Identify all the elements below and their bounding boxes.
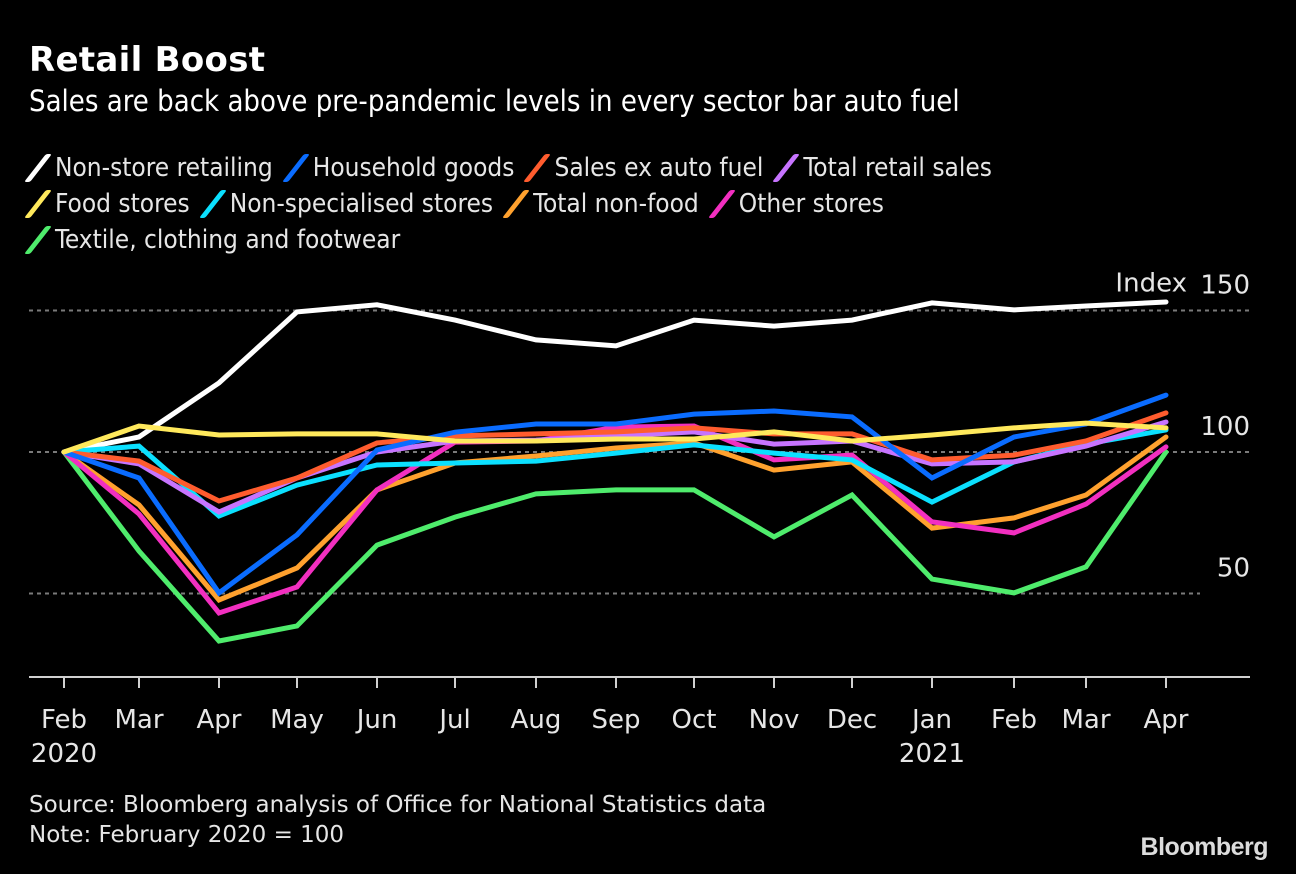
- y-axis-label: Index: [1115, 269, 1187, 299]
- legend-label: Total non-food: [533, 189, 699, 219]
- series-line: [61, 434, 1169, 604]
- series-line: [61, 420, 1169, 455]
- legend-item: Household goods: [281, 153, 515, 183]
- x-tick-label: Apr: [197, 705, 242, 735]
- x-tick-label: May: [270, 705, 324, 735]
- series-line: [61, 423, 1169, 616]
- series-line: [61, 410, 1169, 504]
- x-tick-label: Jul: [437, 705, 470, 735]
- x-tick-label: Mar: [114, 705, 163, 735]
- chart-title: Retail Boost: [29, 40, 266, 80]
- legend-row: Textile, clothing and footwear: [24, 222, 1269, 258]
- bloomberg-logo: Bloomberg: [1140, 833, 1269, 861]
- chart-subtitle: Sales are back above pre-pandemic levels…: [29, 84, 960, 118]
- x-tick-label: Dec: [827, 705, 877, 735]
- y-tick-label: 100: [1200, 412, 1250, 442]
- legend-label: Food stores: [55, 189, 190, 219]
- x-year-label: 2021: [899, 739, 965, 769]
- legend-item: Other stores: [707, 189, 884, 219]
- legend: Non-store retailing Household goods Sales …: [24, 150, 1269, 258]
- x-year-label: 2020: [31, 739, 97, 769]
- legend-item: Food stores: [24, 189, 190, 219]
- x-tick-label: Oct: [672, 705, 717, 735]
- legend-item: Textile, clothing and footwear: [24, 225, 401, 255]
- x-tick-label: Jun: [355, 705, 398, 735]
- series-line: [61, 299, 1169, 455]
- legend-label: Sales ex auto fuel: [554, 153, 764, 183]
- series-line: [61, 392, 1169, 597]
- series-line: [61, 449, 1169, 644]
- legend-item: Non-store retailing: [24, 153, 273, 183]
- y-tick-label: 150: [1200, 271, 1250, 301]
- x-tick-label: Apr: [1144, 705, 1189, 735]
- x-tick-label: Sep: [591, 705, 640, 735]
- x-tick-label: Nov: [749, 705, 800, 735]
- legend-item: Total retail sales: [772, 153, 992, 183]
- legend-label: Other stores: [738, 189, 884, 219]
- x-tick-label: Jan: [910, 705, 952, 735]
- x-tick-label: Aug: [511, 705, 562, 735]
- x-tick-label: Mar: [1061, 705, 1110, 735]
- legend-label: Household goods: [312, 153, 515, 183]
- series-line: [61, 427, 1169, 519]
- legend-label: Non-specialised stores: [229, 189, 494, 219]
- x-tick-label: Feb: [991, 705, 1037, 735]
- legend-item: Non-specialised stores: [198, 189, 494, 219]
- x-tick-label: Feb: [41, 705, 87, 735]
- legend-item: Total non-food: [502, 189, 699, 219]
- legend-label: Non-store retailing: [55, 153, 273, 183]
- legend-label: Textile, clothing and footwear: [55, 225, 401, 255]
- legend-row: Non-store retailing Household goods Sales …: [24, 150, 1269, 186]
- legend-row: Food stores Non-specialised stores Total n…: [24, 186, 1269, 222]
- series-line: [61, 419, 1169, 515]
- footnote: Note: February 2020 = 100: [29, 822, 345, 848]
- source-note: Source: Bloomberg analysis of Office for…: [29, 792, 767, 818]
- legend-item: Sales ex auto fuel: [523, 153, 764, 183]
- y-tick-label: 50: [1217, 554, 1250, 584]
- legend-label: Total retail sales: [803, 153, 992, 183]
